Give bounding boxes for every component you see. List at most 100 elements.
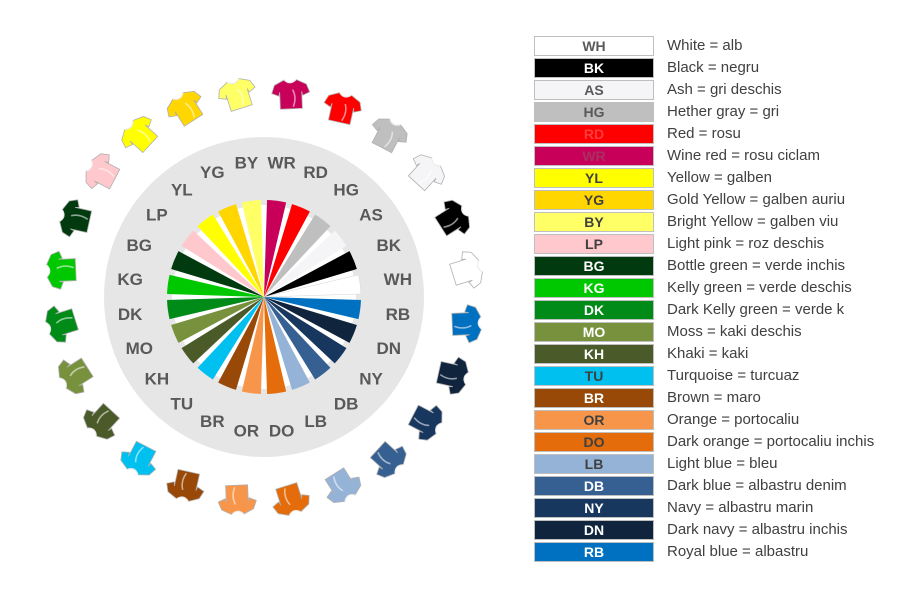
tshirt-icon	[83, 402, 121, 440]
wheel-wedge-rd	[264, 204, 310, 297]
legend-row: WH White = alb	[534, 36, 914, 58]
wheel-wedge-as	[264, 230, 347, 297]
tshirt-icon	[434, 199, 471, 237]
legend-row: BK Black = negru	[534, 58, 914, 80]
legend-row: WR Wine red = rosu ciclam	[534, 146, 914, 168]
legend-label: Dark blue = albastru denim	[667, 477, 847, 494]
wheel-wedge-do	[264, 297, 287, 394]
ring-label-bk: BK	[376, 236, 401, 255]
tshirt-icon	[57, 357, 94, 395]
legend-label: Bright Yellow = galben viu	[667, 213, 839, 230]
tshirt-icon	[449, 251, 483, 289]
tshirt-icon	[46, 250, 77, 290]
legend-row: MO Moss = kaki deschis	[534, 322, 914, 344]
wheel-wedge-mo	[171, 297, 264, 343]
wheel-wedge-db	[264, 297, 331, 380]
swatch-tu: TU	[534, 366, 654, 386]
legend-label: Red = rosu	[667, 125, 741, 142]
tshirt-icon	[371, 118, 408, 154]
tshirt-icon	[407, 404, 443, 441]
legend-label: Bottle green = verde inchis	[667, 257, 846, 274]
wheel-wedge-dk	[167, 297, 264, 320]
legend-label: White = alb	[667, 37, 743, 54]
swatch-wr: WR	[534, 146, 654, 166]
tshirt-icon	[45, 305, 79, 343]
legend-row: OR Orange = portocaliu	[534, 410, 914, 432]
wheel-wedge-wh	[263, 274, 362, 298]
wheel-wedge-hg	[264, 214, 331, 297]
ring-label-rd: RD	[303, 163, 328, 182]
ring-label-lb: LB	[304, 412, 327, 431]
tshirt-icon	[271, 79, 311, 110]
wheel-wedge-tu	[197, 297, 264, 380]
swatch-rd: RD	[534, 124, 654, 144]
wheel-wedge-rb	[264, 297, 361, 320]
legend-row: HG Hether gray = gri	[534, 102, 914, 124]
wheel-wedge-bg	[171, 251, 264, 297]
ring-label-hg: HG	[333, 180, 359, 199]
legend-row: DB Dark blue = albastru denim	[534, 476, 914, 498]
ring-label-kg: KG	[117, 270, 143, 289]
ring-label-as: AS	[359, 205, 383, 224]
ring-label-do: DO	[269, 421, 295, 440]
legend-row: BY Bright Yellow = galben viu	[534, 212, 914, 234]
swatch-bg: BG	[534, 256, 654, 276]
tshirt-icon	[85, 153, 121, 190]
wheel-wedge-dn	[264, 297, 357, 343]
tshirt-icon	[59, 199, 93, 238]
legend-label: Light blue = bleu	[667, 455, 778, 472]
swatch-mo: MO	[534, 322, 654, 342]
legend-row: LP Light pink = roz deschis	[534, 234, 914, 256]
legend-label: Dark Kelly green = verde k	[667, 301, 845, 318]
legend-label: Dark orange = portocaliu inchis	[667, 433, 875, 450]
legend-label: Turquoise = turcuaz	[667, 367, 800, 384]
ring-label-yg: YG	[200, 163, 225, 182]
wheel-wedge-lb	[264, 297, 310, 390]
swatch-wh: WH	[534, 36, 654, 56]
ring-label-kh: KH	[145, 370, 170, 389]
legend-label: Ash = gri deschis	[667, 81, 782, 98]
legend-row: BG Bottle green = verde inchis	[534, 256, 914, 278]
wheel-wedge-by	[241, 200, 264, 297]
swatch-db: DB	[534, 476, 654, 496]
ring-label-db: DB	[334, 395, 359, 414]
legend-label: Black = negru	[667, 59, 760, 76]
legend-label: Orange = portocaliu	[667, 411, 800, 428]
legend-row: DK Dark Kelly green = verde k	[534, 300, 914, 322]
tshirt-icon	[324, 467, 362, 504]
wheel-wedge-lp	[181, 230, 264, 297]
tshirt-icon	[217, 484, 257, 515]
legend-row: KH Khaki = kaki	[534, 344, 914, 366]
legend-row: BR Brown = maro	[534, 388, 914, 410]
tshirt-icon	[323, 92, 362, 126]
tshirt-icon	[120, 440, 157, 476]
legend-row: KG Kelly green = verde deschis	[534, 278, 914, 300]
wheel-wedge-kg	[167, 274, 264, 297]
ring-label-ny: NY	[359, 370, 383, 389]
legend-label: Khaki = kaki	[667, 345, 749, 362]
ring-label-mo: MO	[126, 339, 153, 358]
ring-label-dk: DK	[118, 305, 143, 324]
legend-row: YL Yellow = galben	[534, 168, 914, 190]
legend-label: Navy = albastru marin	[667, 499, 814, 516]
ring-label-bg: BG	[127, 236, 153, 255]
legend-label: Yellow = galben	[667, 169, 772, 186]
wheel-wedge-br	[218, 297, 264, 390]
ring-label-rb: RB	[386, 305, 411, 324]
swatch-lp: LP	[534, 234, 654, 254]
wheel-wedge-wr	[264, 200, 287, 297]
legend-row: TU Turquoise = turcuaz	[534, 366, 914, 388]
legend-label: Dark navy = albastru inchis	[667, 521, 848, 538]
legend-label: Light pink = roz deschis	[667, 235, 825, 252]
legend-row: DN Dark navy = albastru inchis	[534, 520, 914, 542]
tshirt-icon	[407, 154, 445, 192]
legend-label: Moss = kaki deschis	[667, 323, 802, 340]
legend-row: AS Ash = gri deschis	[534, 80, 914, 102]
legend-row: RB Royal blue = albastru	[534, 542, 914, 564]
wheel-wedge-yl	[197, 214, 264, 297]
ring-label-wh: WH	[384, 270, 412, 289]
wheel-wedge-yg	[218, 204, 264, 297]
swatch-yl: YL	[534, 168, 654, 188]
swatch-kg: KG	[534, 278, 654, 298]
